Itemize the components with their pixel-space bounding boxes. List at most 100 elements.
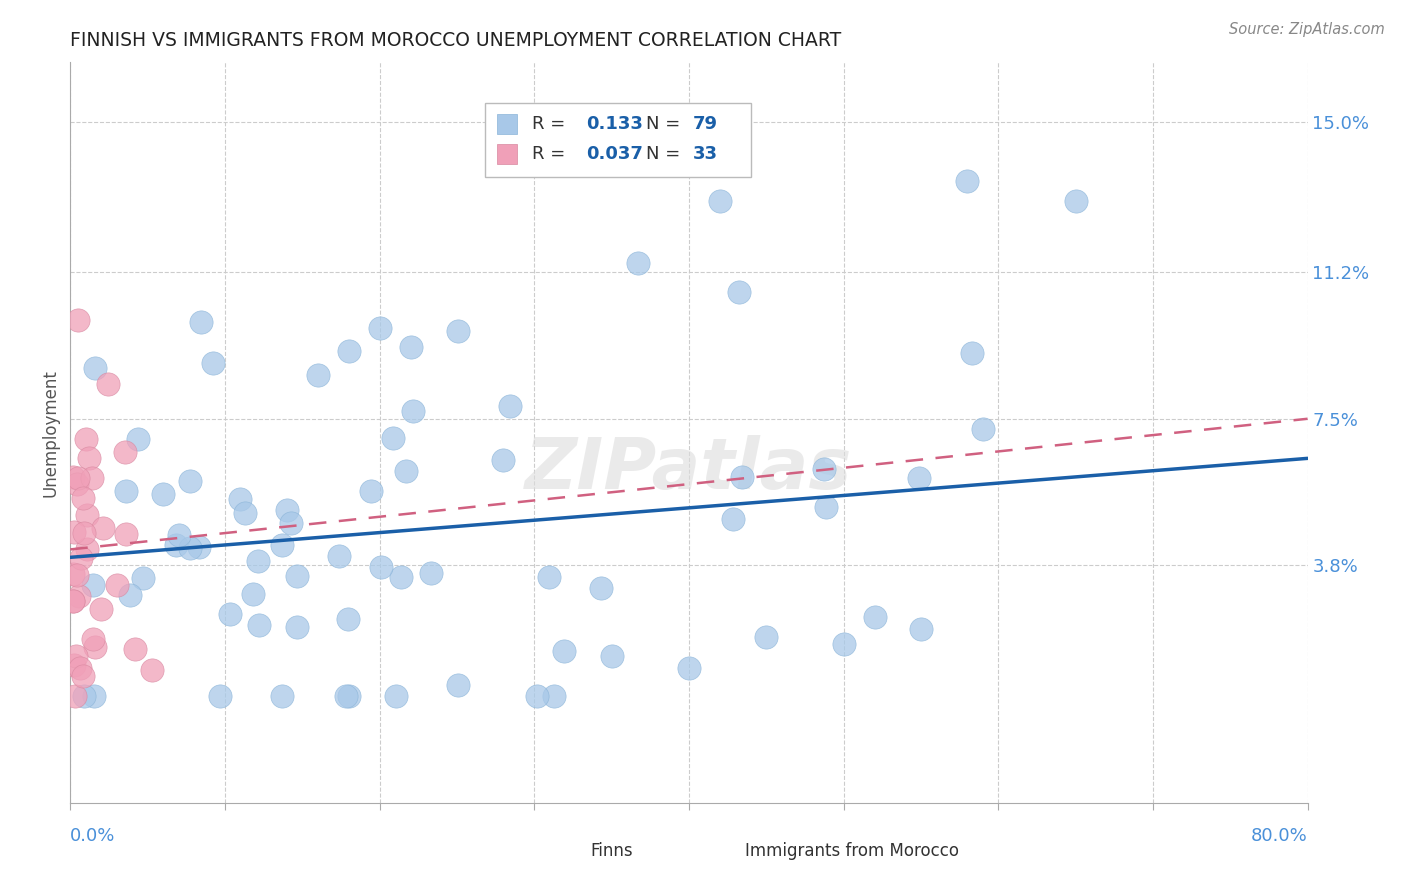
Point — [66, 568, 89, 582]
Point — [960, 346, 983, 360]
Point — [127, 432, 149, 446]
Point — [72, 689, 94, 703]
Point — [280, 516, 302, 530]
Point — [83, 640, 105, 654]
Point — [447, 678, 470, 692]
Point — [82, 577, 104, 591]
Point — [381, 431, 404, 445]
Y-axis label: Unemployment: Unemployment — [41, 368, 59, 497]
Point — [285, 619, 308, 633]
Text: Immigrants from Morocco: Immigrants from Morocco — [745, 842, 959, 860]
Point — [72, 491, 94, 505]
Point — [67, 313, 90, 327]
Point — [208, 689, 231, 703]
Point — [591, 581, 613, 595]
Text: Finns: Finns — [591, 842, 633, 860]
Point — [190, 315, 212, 329]
Point — [755, 630, 778, 644]
Point — [62, 594, 84, 608]
Point — [77, 451, 100, 466]
Point — [499, 399, 522, 413]
Point — [526, 689, 548, 703]
Point — [863, 609, 886, 624]
Point — [63, 524, 86, 539]
Point — [115, 526, 138, 541]
Point — [721, 512, 744, 526]
Point — [402, 404, 425, 418]
Point — [169, 528, 191, 542]
Point — [229, 491, 252, 506]
Point — [492, 452, 515, 467]
Point — [67, 471, 90, 485]
Point — [118, 589, 141, 603]
Point — [201, 356, 224, 370]
Text: N =: N = — [645, 115, 686, 133]
Point — [63, 689, 86, 703]
Point — [543, 689, 565, 703]
Point — [337, 344, 360, 359]
Point — [65, 649, 87, 664]
Point — [62, 470, 84, 484]
Point — [368, 320, 391, 334]
Point — [114, 444, 136, 458]
Point — [910, 622, 932, 636]
Point — [179, 474, 201, 488]
Point — [956, 174, 979, 188]
Point — [271, 689, 294, 703]
Text: FINNISH VS IMMIGRANTS FROM MOROCCO UNEMPLOYMENT CORRELATION CHART: FINNISH VS IMMIGRANTS FROM MOROCCO UNEMP… — [70, 30, 842, 50]
Point — [285, 568, 308, 582]
Point — [76, 508, 98, 522]
Point — [709, 194, 731, 208]
Point — [141, 663, 163, 677]
Point — [219, 607, 242, 621]
Point — [813, 462, 835, 476]
Point — [115, 484, 138, 499]
Point — [75, 432, 97, 446]
Point — [328, 549, 350, 563]
Point — [69, 661, 91, 675]
Text: R =: R = — [531, 145, 571, 162]
Point — [62, 567, 84, 582]
Text: ZIPatlas: ZIPatlas — [526, 435, 852, 504]
Point — [600, 649, 623, 664]
Point — [165, 538, 187, 552]
Point — [84, 360, 107, 375]
Point — [69, 551, 91, 566]
Point — [80, 471, 103, 485]
Point — [152, 487, 174, 501]
Point — [627, 256, 650, 270]
Point — [62, 594, 84, 608]
Point — [307, 368, 329, 383]
Point — [972, 422, 994, 436]
Text: N =: N = — [645, 145, 686, 162]
Point — [360, 483, 382, 498]
Text: R =: R = — [531, 115, 571, 133]
Text: 33: 33 — [693, 145, 717, 162]
Point — [124, 641, 146, 656]
Point — [537, 570, 560, 584]
Point — [399, 341, 422, 355]
Point — [395, 464, 418, 478]
Text: 80.0%: 80.0% — [1251, 827, 1308, 845]
Point — [82, 632, 104, 647]
Point — [131, 571, 153, 585]
Point — [446, 324, 468, 338]
Point — [247, 554, 270, 568]
Point — [83, 689, 105, 703]
Point — [73, 526, 96, 541]
Point — [105, 577, 128, 591]
Text: 0.133: 0.133 — [586, 115, 643, 133]
Text: 0.037: 0.037 — [586, 145, 643, 162]
Point — [908, 471, 931, 485]
Point — [370, 559, 392, 574]
Point — [66, 477, 89, 491]
Point — [276, 502, 298, 516]
Point — [728, 285, 751, 299]
Point — [731, 470, 754, 484]
Point — [385, 689, 408, 703]
Point — [271, 538, 294, 552]
Point — [247, 617, 270, 632]
Point — [678, 661, 700, 675]
Point — [242, 587, 264, 601]
Text: 79: 79 — [693, 115, 717, 133]
